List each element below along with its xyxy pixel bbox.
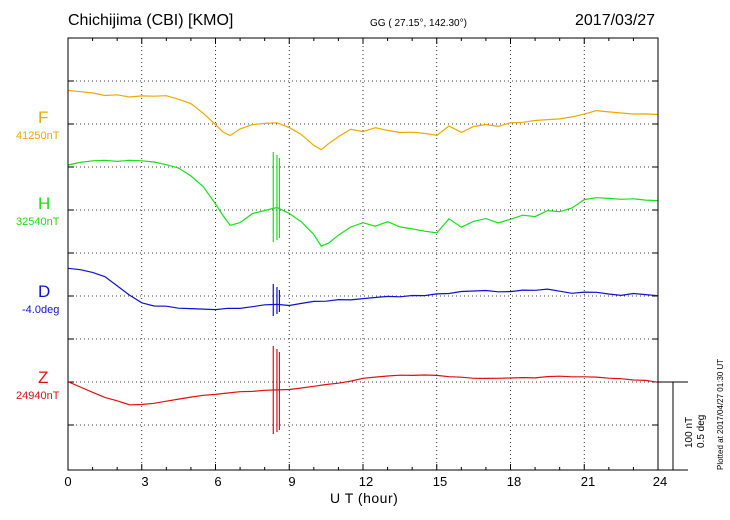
x-tick-label-15: 15 [432,474,448,489]
scale-label-nt: 100 nT [684,416,695,448]
x-tick-label-0: 0 [64,474,72,489]
x-tick-label-18: 18 [506,474,522,489]
series-name-H: H [38,194,51,213]
plotted-timestamp: Plotted at 2017/04/27 01:30 UT [716,358,725,470]
x-tick-label-24: 24 [652,474,668,489]
x-tick-label-21: 21 [580,474,596,489]
scale-bar [658,381,688,471]
baseline-label-F: 41250nT [16,130,60,142]
series-name-Z: Z [38,368,49,387]
coordinates-label: GG ( 27.15°, 142.30°) [370,18,467,29]
x-axis-label: U T (hour) [330,490,399,506]
plot-frame [67,37,659,471]
x-tick-label-12: 12 [358,474,374,489]
x-tick-label-3: 3 [141,474,149,489]
series-lines [67,89,659,406]
scale-label-deg: 0.5 deg [696,414,707,448]
series-line-F [67,89,659,151]
baseline-label-D: -4.0deg [22,304,60,316]
station-title: Chichijima (CBI) [KMO] [68,12,234,29]
series-name-F: F [38,108,49,127]
series-line-D [67,267,659,311]
x-tick-label-9: 9 [288,474,296,489]
grid [68,38,658,470]
series-line-H [67,159,659,247]
spike-marks [272,152,281,434]
baseline-label-Z: 24940nT [16,390,60,402]
x-tick-label-6: 6 [214,474,222,489]
date-label: 2017/03/27 [575,12,656,29]
series-name-D: D [38,282,51,301]
baseline-label-H: 32540nT [16,216,60,228]
series-line-Z [67,374,659,406]
